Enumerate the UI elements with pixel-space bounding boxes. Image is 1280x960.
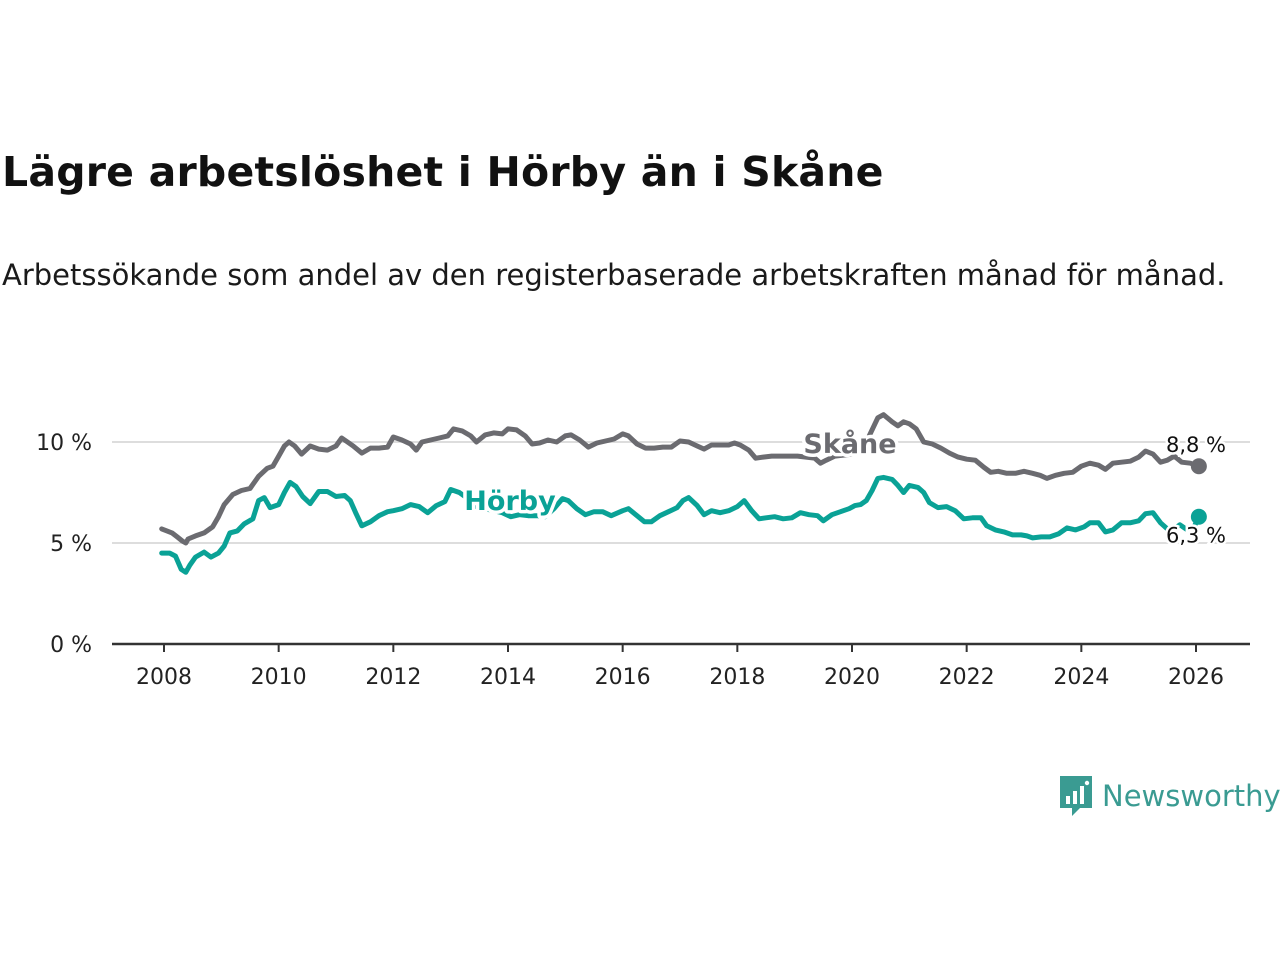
x-tick-label: 2012 — [365, 665, 421, 690]
end-label-horby: 6,3 % — [1166, 524, 1226, 548]
brand-name: Newsworthy — [1102, 779, 1280, 813]
newsworthy-logo-icon — [1060, 776, 1092, 816]
end-point-skane — [1190, 458, 1207, 475]
x-tick-label: 2008 — [136, 665, 192, 690]
y-tick-label: 0 % — [50, 633, 92, 658]
x-tick-label: 2010 — [251, 665, 307, 690]
x-tick-label: 2024 — [1053, 665, 1109, 690]
x-tick-label: 2020 — [824, 665, 880, 690]
x-tick-label: 2026 — [1168, 665, 1224, 690]
end-label-skane: 8,8 % — [1166, 433, 1226, 457]
x-tick-label: 2022 — [939, 665, 995, 690]
brand: Newsworthy — [1058, 774, 1280, 818]
series-label-horby: Hörby — [464, 486, 556, 517]
label-layer: Skåne Hörby 8,8 % 6,3 % — [461, 425, 1229, 551]
series-line-horby — [159, 474, 1202, 575]
x-tick-label: 2016 — [595, 665, 651, 690]
series-line-skane — [159, 412, 1202, 546]
y-tick-label: 10 % — [36, 431, 92, 456]
y-tick-label: 5 % — [50, 532, 92, 557]
x-tick-label: 2014 — [480, 665, 536, 690]
line-layer — [159, 412, 1207, 575]
chart-subtitle: Arbetssökande som andel av den registerb… — [2, 258, 1226, 292]
series-label-skane: Skåne — [803, 428, 896, 460]
x-tick-label: 2018 — [709, 665, 765, 690]
line-chart: 0 % 5 % 10 % 2008 2010 2012 2014 2016 2018 2020 20… — [36, 412, 1250, 690]
axis-layer: 0 % 5 % 10 % 2008 2010 2012 2014 2016 2018 2020 20… — [36, 431, 1250, 690]
chart-title: Lägre arbetslöshet i Hörby än i Skåne — [2, 148, 884, 196]
end-point-horby — [1190, 508, 1207, 525]
